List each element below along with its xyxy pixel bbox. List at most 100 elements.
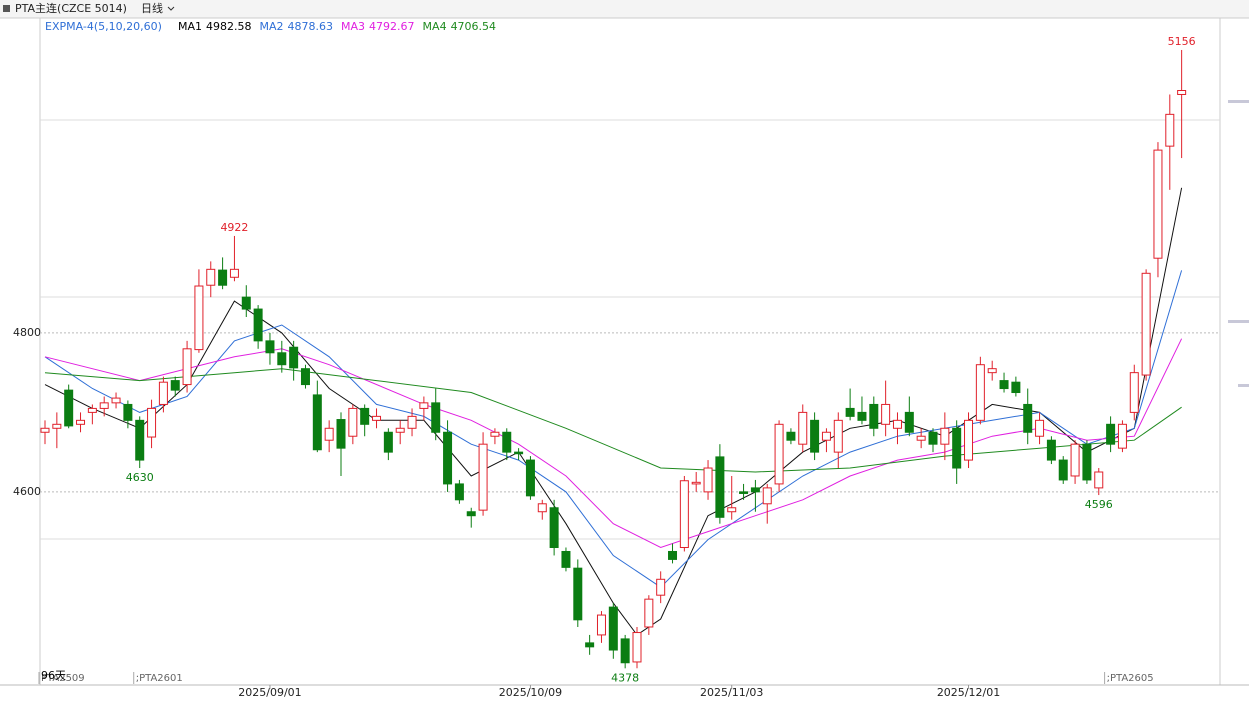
candle-body <box>372 415 382 421</box>
candle-body <box>620 638 630 664</box>
candle-body <box>229 268 239 278</box>
candle-body <box>549 507 559 549</box>
contract-label: ;PTA2601 <box>136 673 183 684</box>
extreme-label: 4630 <box>126 471 154 484</box>
candle-body <box>1035 419 1045 437</box>
toolbar <box>0 0 1249 18</box>
candle-body <box>147 407 157 438</box>
candle-body <box>407 415 417 429</box>
candle-body <box>1058 459 1068 481</box>
candle-body <box>158 381 168 405</box>
candle-body <box>881 403 891 425</box>
candle-body <box>324 427 334 441</box>
candle-body <box>845 407 855 417</box>
candle-body <box>466 511 476 517</box>
y-tick-label: 4800 <box>13 326 41 339</box>
candle-body <box>786 431 796 441</box>
candle-body <box>218 269 228 286</box>
candle-body <box>585 642 595 648</box>
candle-body <box>904 411 914 433</box>
candle-body <box>395 427 405 433</box>
candle-body <box>833 419 843 453</box>
y-tick-label: 4600 <box>13 485 41 498</box>
candle-body <box>253 308 263 342</box>
candle-body <box>265 340 275 354</box>
candle-body <box>87 407 97 413</box>
candle-body <box>64 389 74 427</box>
candle-body <box>478 443 488 511</box>
ma-line <box>44 270 1183 588</box>
candle-body <box>762 487 772 505</box>
extreme-label: 4378 <box>611 671 639 684</box>
candle-body <box>940 427 950 445</box>
legend-name: MA4 <box>423 20 447 33</box>
candle-body <box>928 431 938 445</box>
ma-line <box>44 368 1182 473</box>
candle-body <box>561 550 571 568</box>
candle-body <box>1129 372 1139 413</box>
right-marker <box>1228 320 1249 323</box>
candle-body <box>76 419 86 425</box>
candle-body <box>1094 471 1104 489</box>
candle-body <box>750 487 760 493</box>
candle-body <box>1011 381 1021 394</box>
candle-body <box>194 285 204 351</box>
period[interactable]: 日线 <box>141 1 163 15</box>
legend-name: MA3 <box>341 20 365 33</box>
candle-body <box>135 419 145 461</box>
candle-body <box>40 427 50 433</box>
candle-body <box>289 346 299 369</box>
legend-name: MA2 <box>260 20 284 33</box>
candle-body <box>1070 443 1080 477</box>
dropdown-arrow <box>167 6 175 11</box>
candle-body <box>1046 439 1056 461</box>
candle-body <box>443 431 453 485</box>
candle-body <box>1177 90 1187 95</box>
candle-body <box>869 403 879 429</box>
legend-name: MA1 <box>178 20 202 33</box>
candle-body <box>99 402 109 409</box>
x-tick-label: 2025/09/01 <box>238 686 301 699</box>
candle-body <box>596 614 606 636</box>
right-marker <box>1228 100 1249 103</box>
candle-body <box>916 435 926 441</box>
candle-body <box>810 419 820 453</box>
candle-body <box>1023 403 1033 433</box>
candle-body <box>821 431 831 441</box>
icon <box>3 5 10 12</box>
candle-body <box>1082 443 1092 481</box>
x-tick-label: 2025/12/01 <box>937 686 1000 699</box>
candle-body <box>727 507 737 513</box>
candle-body <box>241 296 251 310</box>
candle-body <box>111 397 121 404</box>
candle-body <box>656 578 666 596</box>
indicator[interactable]: EXPMA-4(5,10,20,60) <box>45 20 162 33</box>
candle-body <box>514 451 524 455</box>
legend-value: 4706.54 <box>451 20 497 33</box>
candle-body <box>739 491 749 494</box>
candle-body <box>383 431 393 453</box>
candle-body <box>525 459 535 497</box>
candle-body <box>632 632 642 663</box>
candle-body <box>336 419 346 449</box>
extreme-label: 5156 <box>1168 35 1196 48</box>
candle-body <box>170 380 180 391</box>
candle-body <box>573 567 583 621</box>
candle-body <box>419 402 429 409</box>
legend-value: 4878.63 <box>288 20 334 33</box>
legend-value: 4982.58 <box>206 20 252 33</box>
candle-body <box>691 481 701 485</box>
extreme-label: 4596 <box>1085 498 1113 511</box>
candle-body <box>1117 423 1127 449</box>
candle-body <box>857 411 867 421</box>
candle-body <box>360 407 370 425</box>
right-marker <box>1238 384 1249 387</box>
candle-body <box>123 403 133 421</box>
candle-body <box>668 550 678 560</box>
extreme-label: 4922 <box>220 221 248 234</box>
symbol: PTA主连(CZCE 5014) <box>15 2 127 15</box>
candle-body <box>1165 113 1175 147</box>
candle-body <box>964 419 974 461</box>
